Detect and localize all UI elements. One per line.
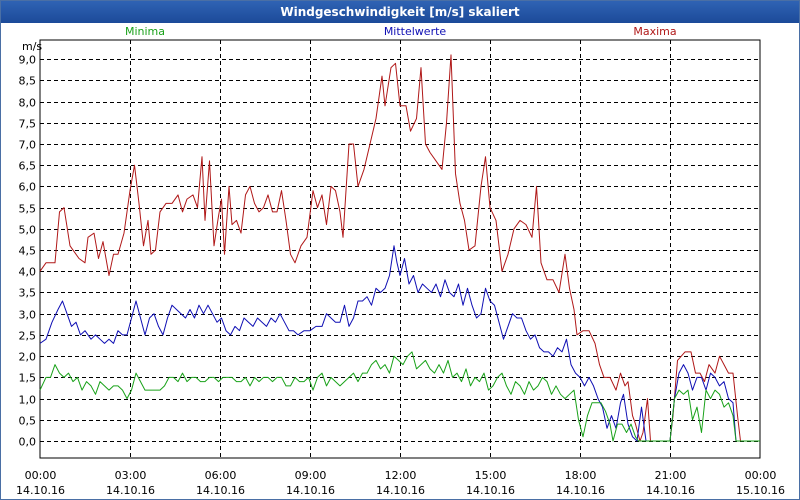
x-axis: 00:00 14.10.16 03:00 14.10.16 06:00 14.10.16 0…: [16, 469, 785, 497]
series-line-maxima: [39, 54, 760, 442]
x-tick-time: 09:00: [295, 469, 327, 482]
y-tick-label: 4,5: [19, 245, 37, 258]
plot-area: [39, 39, 761, 459]
x-tick-date: 15.10.16: [736, 484, 785, 497]
x-tick-date: 14.10.16: [646, 484, 695, 497]
y-tick-label: 9,0: [19, 54, 37, 67]
y-tick-label: 7,5: [19, 118, 37, 131]
x-tick-date: 14.10.16: [286, 484, 335, 497]
y-tick-label: 0,5: [19, 415, 37, 428]
x-tick-time: 15:00: [475, 469, 507, 482]
y-tick-label: 1,0: [19, 394, 37, 407]
x-tick-date: 14.10.16: [106, 484, 155, 497]
legend-mittelwerte: Mittelwerte: [384, 25, 447, 38]
y-tick-label: 7,0: [19, 139, 37, 152]
y-tick-label: 4,0: [19, 266, 37, 279]
legend: Minima Mittelwerte Maxima: [125, 25, 677, 38]
legend-minima: Minima: [125, 25, 165, 38]
y-tick-label: 2,0: [19, 351, 37, 364]
y-axis-label: m/s: [22, 40, 42, 53]
series-group: [39, 54, 760, 442]
series-line-minima: [39, 351, 760, 442]
window-title: Windgeschwindigkeit [m/s] skaliert: [1, 1, 799, 23]
x-tick-time: 00:00: [745, 469, 777, 482]
x-tick-time: 21:00: [655, 469, 687, 482]
x-tick-time: 12:00: [385, 469, 417, 482]
x-tick-date: 14.10.16: [196, 484, 245, 497]
y-tick-label: 5,0: [19, 224, 37, 237]
x-tick-date: 14.10.16: [556, 484, 605, 497]
x-tick-date: 14.10.16: [16, 484, 65, 497]
y-tick-label: 3,5: [19, 287, 37, 300]
y-axis: m/s 9,0 8,5 8,0 7,5 7,0 6,5 6,0 5,5 5,0 4,5 4,0 3,5…: [19, 40, 43, 449]
series-line-mittelwerte: [39, 245, 760, 442]
y-tick-label: 8,5: [19, 75, 37, 88]
x-tick-time: 00:00: [25, 469, 57, 482]
y-tick-label: 2,5: [19, 330, 37, 343]
legend-maxima: Maxima: [633, 25, 676, 38]
y-tick-label: 0,0: [19, 436, 37, 449]
x-tick-date: 14.10.16: [466, 484, 515, 497]
y-tick-label: 6,0: [19, 181, 37, 194]
y-tick-label: 5,5: [19, 203, 37, 216]
x-tick-time: 06:00: [205, 469, 237, 482]
x-tick-time: 18:00: [565, 469, 597, 482]
x-tick-time: 03:00: [115, 469, 147, 482]
y-tick-label: 3,0: [19, 309, 37, 322]
y-tick-label: 8,0: [19, 97, 37, 110]
y-tick-label: 1,5: [19, 372, 37, 385]
x-tick-date: 14.10.16: [376, 484, 425, 497]
y-tick-label: 6,5: [19, 160, 37, 173]
